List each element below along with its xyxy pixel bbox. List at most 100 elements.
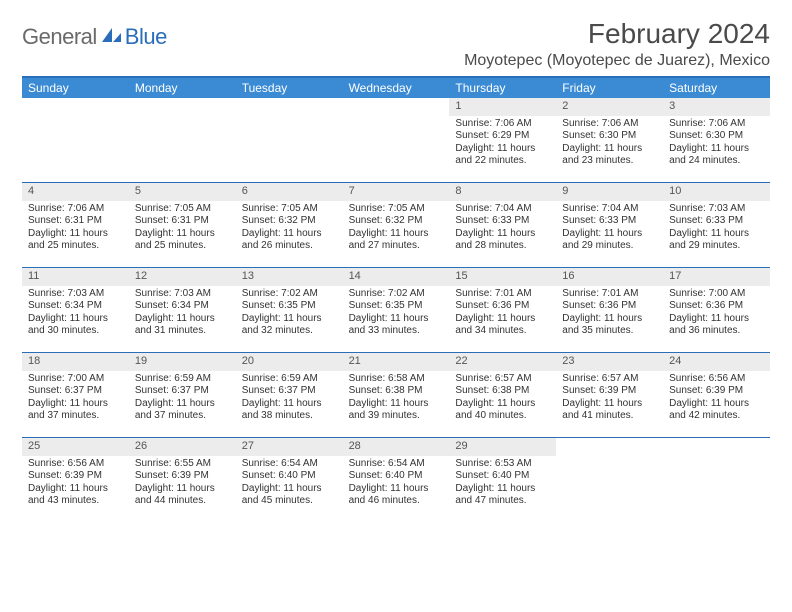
- day-sr: Sunrise: 7:06 AM: [455, 118, 550, 131]
- day-of-week-header: Sunday Monday Tuesday Wednesday Thursday…: [22, 78, 770, 98]
- day-d2: and 43 minutes.: [28, 495, 123, 508]
- calendar-cell: 18Sunrise: 7:00 AMSunset: 6:37 PMDayligh…: [22, 353, 129, 437]
- calendar-cell: 24Sunrise: 6:56 AMSunset: 6:39 PMDayligh…: [663, 353, 770, 437]
- day-d2: and 23 minutes.: [562, 155, 657, 168]
- day-detail: Sunrise: 7:06 AMSunset: 6:29 PMDaylight:…: [449, 116, 556, 172]
- day-detail: Sunrise: 7:04 AMSunset: 6:33 PMDaylight:…: [449, 201, 556, 257]
- day-d2: and 38 minutes.: [242, 410, 337, 423]
- day-ss: Sunset: 6:38 PM: [349, 385, 444, 398]
- day-sr: Sunrise: 7:06 AM: [562, 118, 657, 131]
- day-ss: Sunset: 6:40 PM: [242, 470, 337, 483]
- day-detail: Sunrise: 6:56 AMSunset: 6:39 PMDaylight:…: [663, 371, 770, 427]
- day-ss: Sunset: 6:29 PM: [455, 130, 550, 143]
- day-d1: Daylight: 11 hours: [242, 313, 337, 326]
- calendar-cell: 23Sunrise: 6:57 AMSunset: 6:39 PMDayligh…: [556, 353, 663, 437]
- day-ss: Sunset: 6:40 PM: [349, 470, 444, 483]
- calendar-week: 25Sunrise: 6:56 AMSunset: 6:39 PMDayligh…: [22, 438, 770, 522]
- day-number: [343, 98, 450, 116]
- day-detail: Sunrise: 6:57 AMSunset: 6:39 PMDaylight:…: [556, 371, 663, 427]
- calendar-cell: 11Sunrise: 7:03 AMSunset: 6:34 PMDayligh…: [22, 268, 129, 352]
- brand-sail-icon: [101, 26, 123, 49]
- day-number: [556, 438, 663, 456]
- day-d2: and 29 minutes.: [562, 240, 657, 253]
- day-number: 19: [129, 353, 236, 371]
- day-sr: Sunrise: 6:58 AM: [349, 373, 444, 386]
- day-detail: Sunrise: 7:00 AMSunset: 6:37 PMDaylight:…: [22, 371, 129, 427]
- day-number: 11: [22, 268, 129, 286]
- day-detail: Sunrise: 6:54 AMSunset: 6:40 PMDaylight:…: [343, 456, 450, 512]
- day-number: 18: [22, 353, 129, 371]
- day-number: 27: [236, 438, 343, 456]
- day-d2: and 44 minutes.: [135, 495, 230, 508]
- calendar-cell: 2Sunrise: 7:06 AMSunset: 6:30 PMDaylight…: [556, 98, 663, 182]
- day-detail: Sunrise: 7:03 AMSunset: 6:34 PMDaylight:…: [22, 286, 129, 342]
- day-number: 5: [129, 183, 236, 201]
- dow-sunday: Sunday: [22, 78, 129, 98]
- day-d2: and 47 minutes.: [455, 495, 550, 508]
- day-detail: Sunrise: 6:57 AMSunset: 6:38 PMDaylight:…: [449, 371, 556, 427]
- calendar-cell: 15Sunrise: 7:01 AMSunset: 6:36 PMDayligh…: [449, 268, 556, 352]
- day-sr: Sunrise: 7:02 AM: [349, 288, 444, 301]
- day-detail: Sunrise: 6:53 AMSunset: 6:40 PMDaylight:…: [449, 456, 556, 512]
- day-d1: Daylight: 11 hours: [562, 313, 657, 326]
- calendar-cell: 19Sunrise: 6:59 AMSunset: 6:37 PMDayligh…: [129, 353, 236, 437]
- day-number: 28: [343, 438, 450, 456]
- day-sr: Sunrise: 7:00 AM: [669, 288, 764, 301]
- brand-word-general: General: [22, 24, 97, 50]
- day-number: 21: [343, 353, 450, 371]
- day-number: 24: [663, 353, 770, 371]
- page-title: February 2024: [588, 18, 770, 50]
- day-d1: Daylight: 11 hours: [135, 483, 230, 496]
- day-sr: Sunrise: 7:01 AM: [455, 288, 550, 301]
- day-ss: Sunset: 6:38 PM: [455, 385, 550, 398]
- day-d1: Daylight: 11 hours: [242, 483, 337, 496]
- day-number: 29: [449, 438, 556, 456]
- calendar-cell: 12Sunrise: 7:03 AMSunset: 6:34 PMDayligh…: [129, 268, 236, 352]
- day-sr: Sunrise: 6:55 AM: [135, 458, 230, 471]
- day-d2: and 34 minutes.: [455, 325, 550, 338]
- day-sr: Sunrise: 6:56 AM: [669, 373, 764, 386]
- day-number: 2: [556, 98, 663, 116]
- calendar-week: 11Sunrise: 7:03 AMSunset: 6:34 PMDayligh…: [22, 268, 770, 353]
- day-d2: and 39 minutes.: [349, 410, 444, 423]
- day-d2: and 37 minutes.: [135, 410, 230, 423]
- day-sr: Sunrise: 6:56 AM: [28, 458, 123, 471]
- day-detail: Sunrise: 7:00 AMSunset: 6:36 PMDaylight:…: [663, 286, 770, 342]
- day-d2: and 22 minutes.: [455, 155, 550, 168]
- day-d1: Daylight: 11 hours: [28, 313, 123, 326]
- day-d1: Daylight: 11 hours: [669, 143, 764, 156]
- day-sr: Sunrise: 7:06 AM: [28, 203, 123, 216]
- day-sr: Sunrise: 7:05 AM: [242, 203, 337, 216]
- day-detail: Sunrise: 7:02 AMSunset: 6:35 PMDaylight:…: [343, 286, 450, 342]
- day-number: 9: [556, 183, 663, 201]
- day-ss: Sunset: 6:32 PM: [349, 215, 444, 228]
- day-d1: Daylight: 11 hours: [455, 228, 550, 241]
- day-d1: Daylight: 11 hours: [135, 398, 230, 411]
- day-d1: Daylight: 11 hours: [455, 398, 550, 411]
- calendar-cell: [663, 438, 770, 522]
- day-number: [22, 98, 129, 116]
- day-detail: Sunrise: 7:05 AMSunset: 6:32 PMDaylight:…: [343, 201, 450, 257]
- calendar-cell: [22, 98, 129, 182]
- calendar-week: 1Sunrise: 7:06 AMSunset: 6:29 PMDaylight…: [22, 98, 770, 183]
- dow-thursday: Thursday: [449, 78, 556, 98]
- day-d2: and 41 minutes.: [562, 410, 657, 423]
- day-ss: Sunset: 6:39 PM: [28, 470, 123, 483]
- calendar-cell: 1Sunrise: 7:06 AMSunset: 6:29 PMDaylight…: [449, 98, 556, 182]
- day-number: 20: [236, 353, 343, 371]
- day-d2: and 26 minutes.: [242, 240, 337, 253]
- day-detail: Sunrise: 7:06 AMSunset: 6:31 PMDaylight:…: [22, 201, 129, 257]
- day-sr: Sunrise: 7:04 AM: [562, 203, 657, 216]
- day-d2: and 35 minutes.: [562, 325, 657, 338]
- day-d1: Daylight: 11 hours: [562, 143, 657, 156]
- day-d2: and 33 minutes.: [349, 325, 444, 338]
- day-ss: Sunset: 6:34 PM: [28, 300, 123, 313]
- calendar-cell: 21Sunrise: 6:58 AMSunset: 6:38 PMDayligh…: [343, 353, 450, 437]
- day-number: [663, 438, 770, 456]
- calendar-cell: 27Sunrise: 6:54 AMSunset: 6:40 PMDayligh…: [236, 438, 343, 522]
- day-sr: Sunrise: 7:06 AM: [669, 118, 764, 131]
- day-ss: Sunset: 6:35 PM: [242, 300, 337, 313]
- day-number: 26: [129, 438, 236, 456]
- day-ss: Sunset: 6:36 PM: [562, 300, 657, 313]
- day-d2: and 29 minutes.: [669, 240, 764, 253]
